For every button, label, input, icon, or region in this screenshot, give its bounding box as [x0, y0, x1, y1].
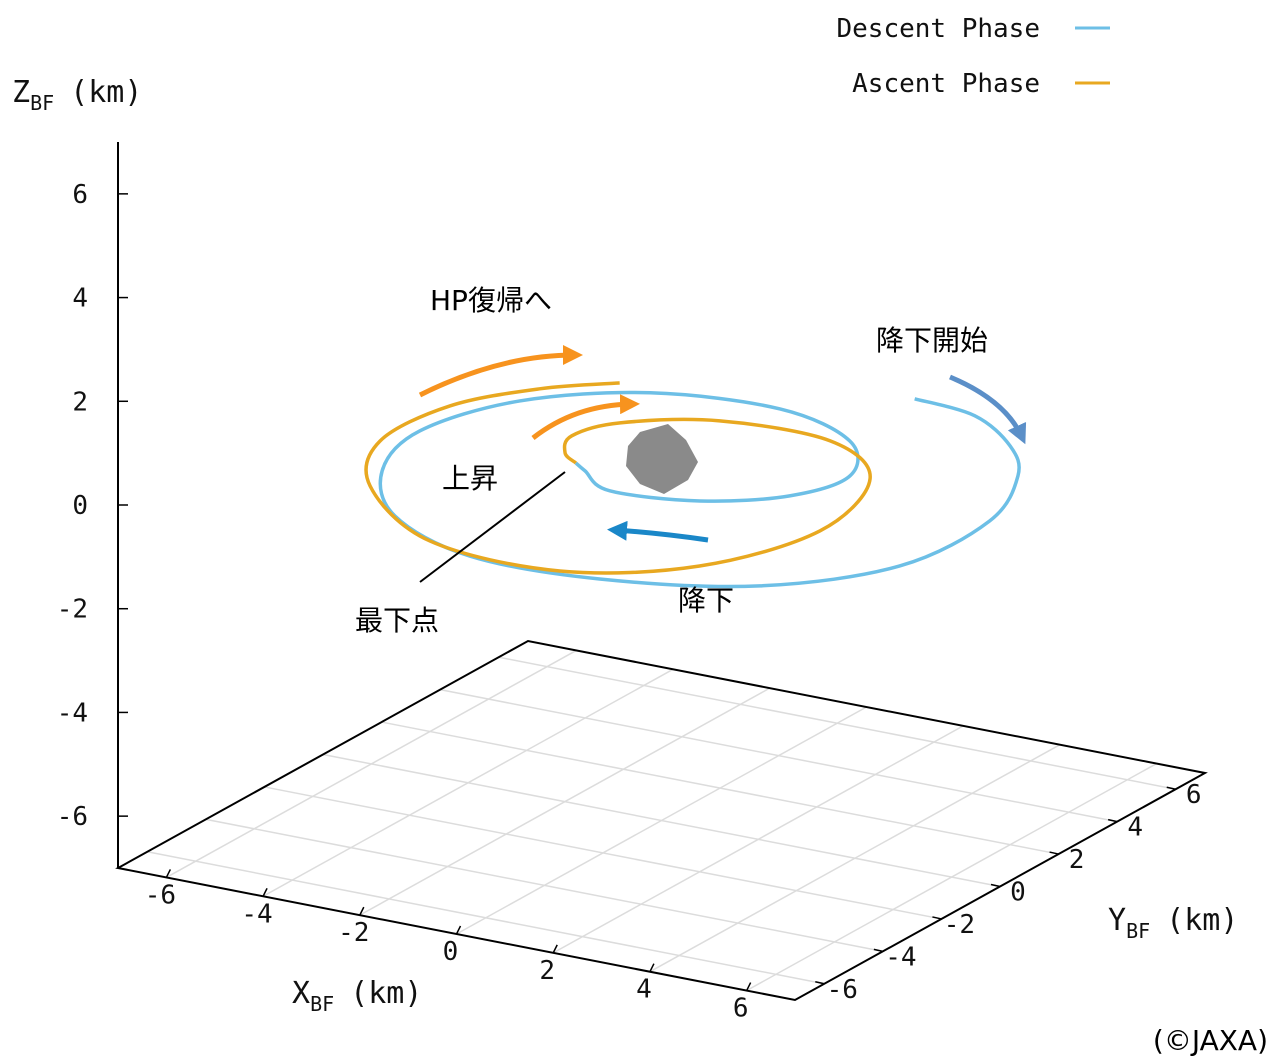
arrow: [615, 530, 708, 540]
arrow: [533, 404, 632, 438]
annotation: 上昇: [442, 462, 498, 495]
x-tick-label: 0: [443, 937, 459, 967]
grid-line: [323, 755, 1000, 887]
grid-line: [264, 787, 941, 919]
annotation: HP復帰へ: [430, 284, 552, 317]
annotation: 降下: [678, 584, 734, 617]
legend: Descent Phase Ascent Phase: [837, 14, 1111, 99]
axis-label-main: Y: [1108, 903, 1126, 938]
grid-line: [382, 722, 1059, 854]
z-tick-label: -6: [57, 802, 88, 832]
axis-label-unit: (km): [350, 976, 422, 1011]
axis-label-unit: (km): [1166, 903, 1238, 938]
axis-label-unit: (km): [70, 75, 142, 110]
axis-label-main: Z: [12, 75, 30, 110]
axis-label-sub: BF: [1126, 919, 1150, 943]
annotation: 降下開始: [876, 324, 988, 357]
z-tick-label: 0: [72, 491, 88, 521]
z-tick-label: 6: [72, 180, 88, 210]
y-tick-label: 2: [1069, 845, 1085, 875]
y-tick-label: 6: [1186, 780, 1202, 810]
grid-line: [206, 819, 883, 951]
axis-label: ZBF (km): [12, 75, 142, 115]
chart: -6-4-20246-6-4-20246-6-4-20246 HP復帰へ 降下開…: [0, 0, 1274, 1057]
legend-label: Ascent Phase: [852, 69, 1040, 99]
grid-line: [440, 690, 1117, 822]
axis-label: YBF (km): [1108, 903, 1238, 943]
y-tick-label: 0: [1010, 878, 1026, 908]
axis-label-sub: BF: [310, 992, 334, 1016]
grid-line: [499, 657, 1176, 789]
x-tick-label: -2: [338, 918, 369, 948]
grid: [147, 650, 1175, 990]
axis-label: XBF (km): [292, 976, 422, 1016]
credit: (©JAXA): [1153, 1024, 1268, 1057]
x-tick-label: -4: [241, 899, 272, 929]
x-tick-label: 6: [733, 994, 749, 1024]
z-tick-label: -4: [57, 698, 88, 728]
z-tick-label: -2: [57, 595, 88, 625]
y-tick-label: 4: [1127, 813, 1143, 843]
axis-labels: ZBF(km)XBF(km)YBF(km): [12, 75, 1238, 1016]
x-tick-label: 2: [539, 956, 555, 986]
arrow: [950, 377, 1022, 437]
axis-label-main: X: [292, 976, 310, 1011]
x-tick-label: 4: [636, 975, 652, 1005]
x-tick-label: -6: [145, 880, 176, 910]
annotation: 最下点: [355, 604, 439, 637]
z-tick-label: 2: [72, 387, 88, 417]
legend-label: Descent Phase: [837, 14, 1041, 44]
z-tick-label: 4: [72, 284, 88, 314]
asteroid: [626, 424, 698, 494]
axis-label-sub: BF: [30, 91, 54, 115]
